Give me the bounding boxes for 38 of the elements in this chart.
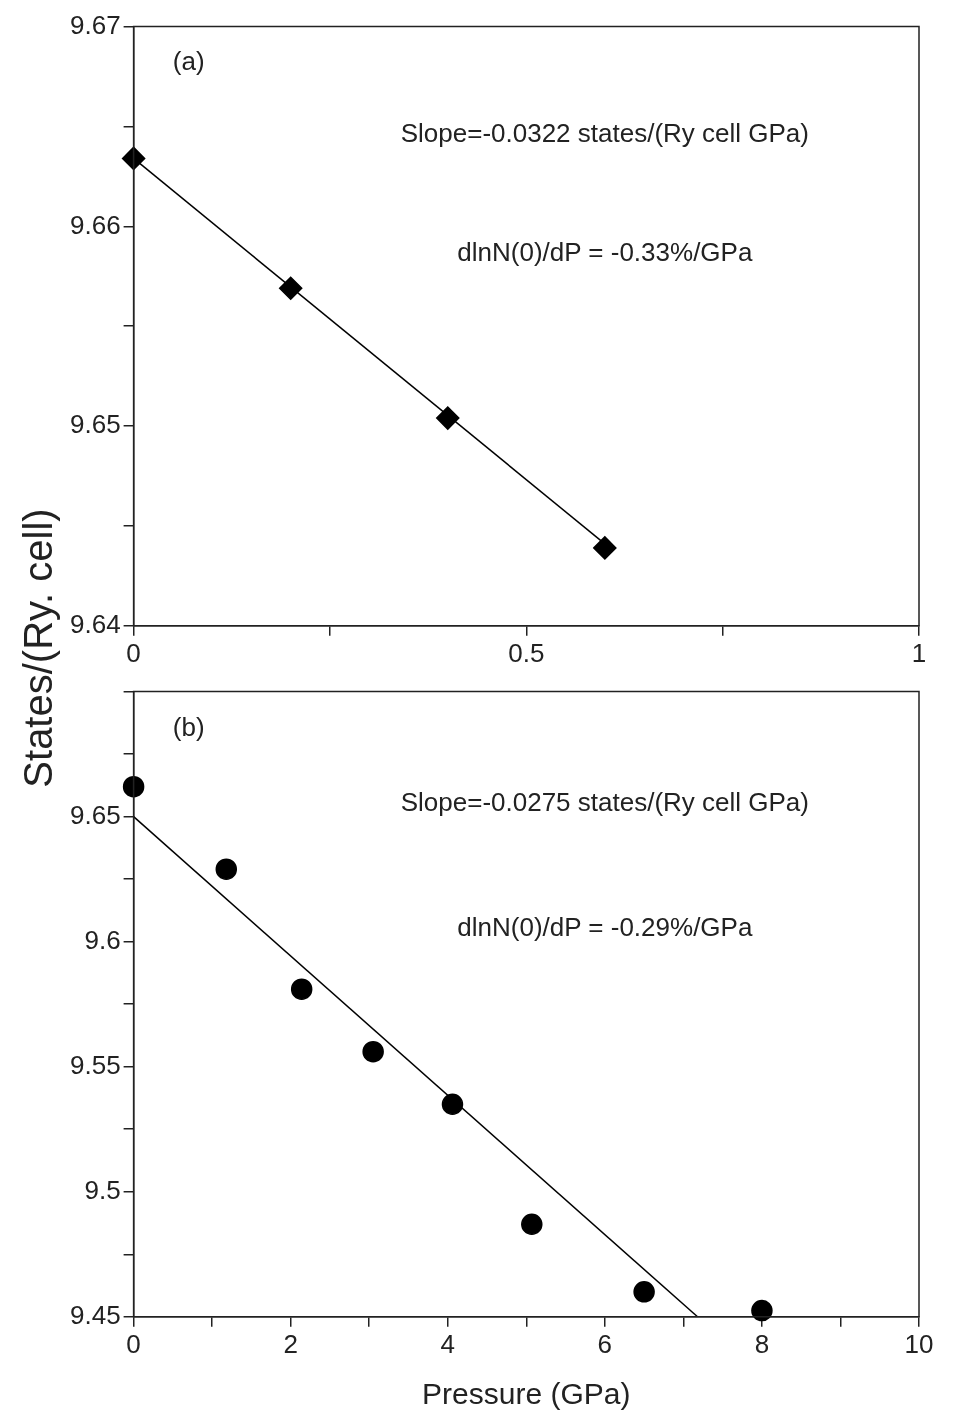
annotation: (a): [172, 45, 205, 76]
point: [751, 1299, 773, 1322]
point: [121, 146, 146, 171]
x-tick-label: 0: [126, 1328, 141, 1359]
x-axis-title: Pressure (GPa): [422, 1377, 631, 1411]
annotation: Slope=-0.0275 states/(Ry cell GPa): [400, 787, 809, 818]
y-tick-label: 9.65: [69, 409, 121, 440]
x-tick-label: 2: [283, 1328, 298, 1359]
y-tick-label: 9.45: [69, 1299, 121, 1330]
annotation: dlnN(0)/dP = -0.29%/GPa: [457, 912, 753, 943]
point: [633, 1281, 655, 1303]
x-tick-label: 1: [911, 637, 927, 668]
y-tick-label: 9.65: [69, 799, 121, 830]
y-tick-label: 9.5: [84, 1174, 121, 1205]
point: [593, 536, 617, 560]
annotation: (b): [172, 712, 205, 743]
point: [436, 406, 460, 430]
x-tick-label: 8: [754, 1328, 770, 1359]
y-tick-label: 9.67: [69, 9, 121, 40]
y-tick-label: 9.6: [84, 924, 121, 955]
annotation: dlnN(0)/dP = -0.33%/GPa: [457, 237, 753, 268]
y-tick-label: 9.55: [69, 1049, 121, 1080]
point: [521, 1213, 543, 1236]
point: [290, 978, 313, 1000]
x-tick-label: 10: [904, 1328, 934, 1359]
y-axis-title: States/(Ry. cell): [15, 508, 61, 788]
y-tick-label: 9.66: [69, 209, 121, 240]
x-tick-label: 4: [440, 1328, 455, 1359]
point: [278, 276, 303, 300]
point: [122, 775, 145, 798]
annotation: Slope=-0.0322 states/(Ry cell GPa): [400, 117, 809, 148]
x-tick-label: 0.5: [508, 637, 545, 668]
x-tick-label: 0: [126, 637, 141, 668]
point: [362, 1040, 384, 1063]
x-tick-label: 6: [597, 1328, 613, 1359]
y-tick-label: 9.64: [69, 608, 121, 639]
point: [215, 858, 238, 880]
point: [441, 1093, 464, 1115]
